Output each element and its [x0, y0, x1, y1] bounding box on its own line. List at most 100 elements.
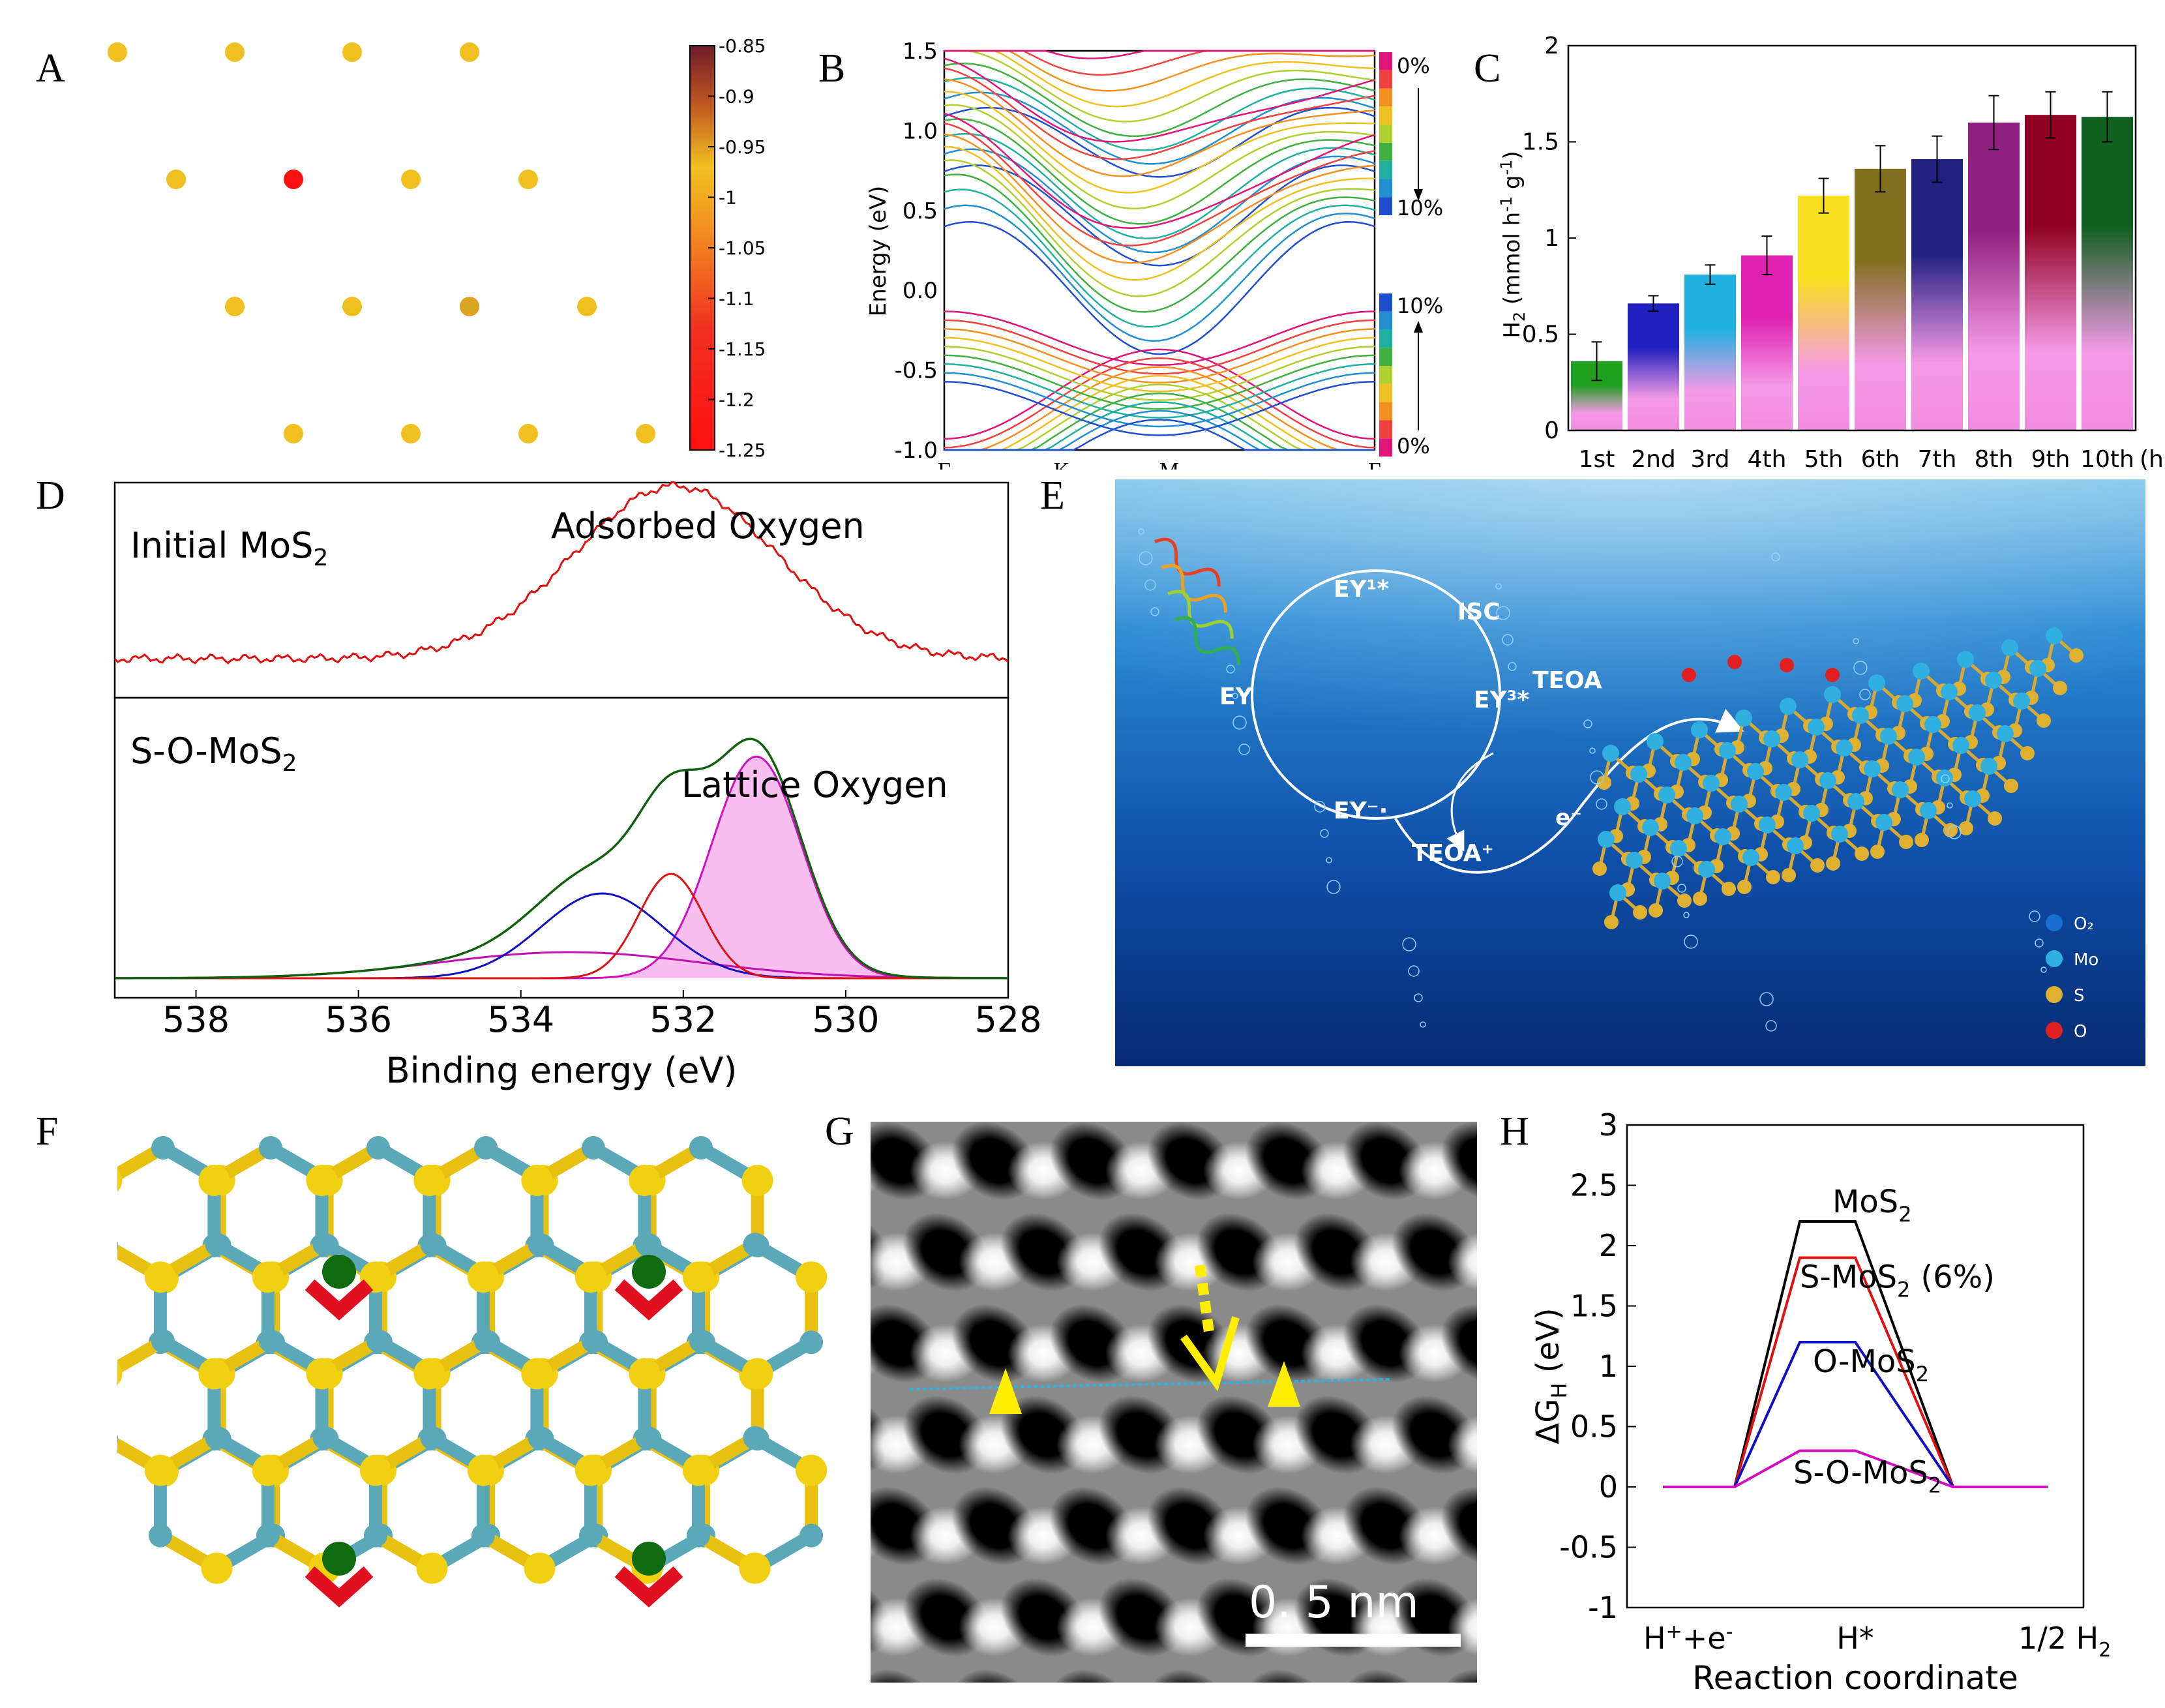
s-atom — [521, 1165, 553, 1196]
colorbar-tick-label: -0.9 — [719, 86, 754, 108]
h-series-label: O-MoS2 — [1813, 1343, 1929, 1386]
s-atom — [1677, 893, 1692, 908]
mo-atom — [1698, 861, 1715, 878]
bubble — [1496, 606, 1510, 620]
c-xtick-label: 7th — [1918, 446, 1957, 473]
teoa-plus-label: TEOA⁺ — [1412, 840, 1494, 867]
colorbar-tick-label: -1.05 — [719, 237, 766, 259]
h-ytick-label: 1 — [1599, 1349, 1618, 1384]
o-atom — [1780, 658, 1794, 672]
bubble — [1320, 829, 1329, 838]
site-dot — [401, 424, 421, 443]
h-yticks: 3 2.5 2 1.5 1 0.5 0 -0.5 -1 — [1559, 1107, 1636, 1625]
s-atom — [1633, 905, 1647, 920]
c-ytick-label: 0.5 — [1522, 322, 1559, 348]
ey-minus-label: EY⁻· — [1334, 798, 1388, 824]
o-bond — [614, 1279, 683, 1321]
band-strain-legend: 0% 10% 10% 0% — [1379, 52, 1443, 458]
mo-atom — [528, 1426, 552, 1450]
ey3-label: EY³* — [1474, 687, 1529, 713]
c-x-unit: (h) — [2140, 446, 2165, 473]
teoa-label: TEOA — [1532, 667, 1602, 694]
s-atom — [117, 1169, 123, 1192]
c-ytick-label: 1 — [1544, 225, 1559, 252]
o-atom — [632, 1255, 666, 1289]
mo-atom — [1658, 787, 1675, 803]
c-xtick-label: 8th — [1975, 446, 2014, 473]
legend-label: O — [2074, 1022, 2087, 1041]
valence-band — [944, 310, 1375, 367]
panel-g-stem-image: 0. 5 nm — [871, 1122, 1477, 1683]
mo-atom — [1775, 784, 1792, 801]
mo-atom — [420, 1233, 444, 1257]
mo-atom — [1908, 749, 1925, 766]
band-ytick-label: 1.5 — [903, 38, 938, 65]
site-dot — [284, 424, 303, 443]
bubble — [1853, 638, 1859, 644]
s-atom — [796, 1454, 828, 1486]
legend-swatch — [1379, 160, 1392, 179]
band-ylabel: Energy (eV) — [865, 186, 891, 317]
s-atom — [1649, 903, 1663, 918]
ey-label: EY — [1219, 683, 1253, 710]
mo-atom — [743, 1233, 767, 1257]
panel-label-h: H — [1500, 1109, 1529, 1154]
valence-band — [944, 363, 1375, 419]
mo-atom — [1686, 807, 1703, 824]
stem-background — [871, 1122, 1477, 1683]
bubble — [1238, 743, 1250, 755]
h-plot-frame — [1626, 1124, 2085, 1609]
mo-atom — [256, 1523, 280, 1548]
band-ytick-label: 0.5 — [903, 198, 938, 224]
mos2-honeycomb-structure — [117, 1136, 828, 1608]
conduction-band — [944, 122, 1375, 247]
s-atom — [198, 1358, 230, 1390]
site-dot — [342, 297, 362, 316]
conduction-band — [944, 50, 1375, 92]
o-atom — [1825, 668, 1840, 682]
mo-atom — [1763, 730, 1780, 747]
mo-atom — [635, 1426, 659, 1450]
mo-atom — [1969, 704, 1986, 721]
legend-swatch — [1379, 420, 1392, 439]
bubble — [1314, 801, 1326, 813]
conduction-band — [944, 76, 1375, 151]
site-dot — [225, 42, 245, 62]
xps-red-component — [115, 873, 1008, 980]
conduction-band — [944, 91, 1375, 194]
mo-atom — [1819, 772, 1836, 789]
adsorption-site-grid — [108, 42, 655, 443]
colorbar-tick-label: -1 — [719, 187, 737, 209]
xps-bottom-frame — [113, 697, 1009, 999]
colorbar-tick-label: -1.1 — [719, 288, 754, 310]
bubble — [1502, 634, 1514, 646]
valence-band — [944, 354, 1375, 410]
legend-label: O₂ — [2074, 914, 2094, 934]
colorbar-tick-label: -1.2 — [719, 389, 754, 411]
scale-bar-label: 0. 5 nm — [1249, 1577, 1419, 1628]
s-atom — [575, 1261, 606, 1293]
xps-xtick-label: 538 — [162, 999, 230, 1040]
ey-cycle-circle — [1251, 569, 1501, 820]
mo-atom — [1691, 721, 1708, 738]
bubble — [1402, 937, 1416, 951]
mo-atom — [1924, 716, 1941, 733]
colorbar-tick-label: -0.95 — [719, 136, 766, 158]
h-series-line — [1663, 1449, 2048, 1488]
mo-atom — [1626, 852, 1643, 869]
o-bond — [305, 1566, 374, 1608]
s-atom — [117, 1362, 123, 1385]
h-xlabel: Reaction coordinate — [1692, 1659, 2018, 1697]
panel-a-site-map: -0.85 -0.9 -0.95 -1 -1.05 -1.1 -1.15 -1.2 -1.25 — [108, 35, 766, 461]
bubble — [1765, 1020, 1777, 1032]
colorbar-tick-label: -1.25 — [719, 440, 766, 461]
s-atom — [252, 1261, 284, 1293]
conduction-band — [944, 50, 1375, 123]
arrow-up-icon — [1414, 321, 1423, 333]
h-ytick-label: -0.5 — [1559, 1530, 1618, 1565]
s-atom — [1899, 835, 1913, 849]
mo-atom — [2029, 660, 2046, 677]
bubble — [1590, 770, 1604, 785]
s-atom — [306, 1358, 338, 1390]
conduction-band — [944, 112, 1375, 229]
